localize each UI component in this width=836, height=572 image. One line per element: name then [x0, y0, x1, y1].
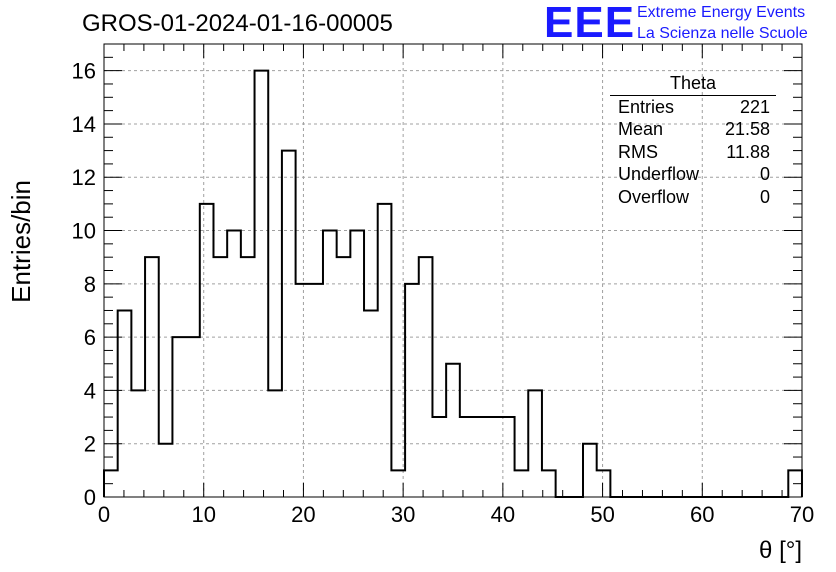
stats-value: 221 [739, 96, 770, 117]
eee-logo: EEE [544, 0, 636, 47]
stats-row-mean: Mean 21.58 [610, 118, 776, 141]
y-axis-label: Entries/bin [6, 180, 36, 303]
stats-row-rms: RMS 11.88 [610, 141, 776, 164]
stats-row-underflow: Underflow 0 [610, 163, 776, 186]
y-tick-label: 6 [84, 325, 96, 350]
stats-label: RMS [618, 141, 658, 162]
y-tick-label: 4 [84, 378, 96, 403]
tick-labels: 0 10 20 30 40 50 60 70 0 2 4 6 8 10 12 14 16 [72, 59, 815, 527]
chart-title: GROS-01-2024-01-16-00005 [82, 10, 393, 37]
x-tick-label: 20 [291, 502, 315, 527]
x-tick-label: 10 [191, 502, 215, 527]
x-tick-label: 60 [690, 502, 714, 527]
stats-label: Mean [618, 119, 664, 139]
y-tick-label: 8 [84, 272, 96, 297]
y-tick-label: 0 [84, 485, 96, 510]
stats-label: Overflow [618, 186, 690, 207]
stats-value: 11.88 [726, 141, 770, 162]
x-tick-label: 30 [391, 502, 415, 527]
stats-value: 0 [759, 186, 770, 207]
y-tick-label: 10 [72, 219, 96, 244]
axis-ticks [103, 43, 803, 498]
logo-caption: Extreme Energy Events La Scienza nelle S… [637, 2, 808, 44]
stats-label: Underflow [618, 164, 700, 184]
stats-row-overflow: Overflow 0 [610, 186, 776, 209]
x-tick-label: 0 [98, 502, 110, 527]
x-tick-label: 70 [790, 502, 814, 527]
logo-line-2: La Scienza nelle Scuole [637, 25, 808, 42]
x-tick-label: 50 [590, 502, 614, 527]
y-tick-label: 16 [72, 59, 96, 84]
stats-box: Theta Entries 221 Mean 21.58 RMS 11.88 U… [610, 72, 776, 208]
stats-value: 0 [759, 164, 770, 184]
grid-lines [104, 44, 802, 497]
y-tick-label: 12 [72, 165, 96, 190]
y-tick-label: 2 [84, 432, 96, 457]
logo-line-1: Extreme Energy Events [637, 4, 806, 21]
stats-header: Theta [610, 72, 776, 96]
x-tick-label: 40 [491, 502, 515, 527]
stats-row-entries: Entries 221 [610, 96, 776, 119]
x-axis-label: θ [°] [759, 537, 802, 564]
stats-value: 21.58 [724, 119, 770, 139]
y-tick-label: 14 [72, 112, 96, 137]
stats-label: Entries [618, 96, 675, 117]
